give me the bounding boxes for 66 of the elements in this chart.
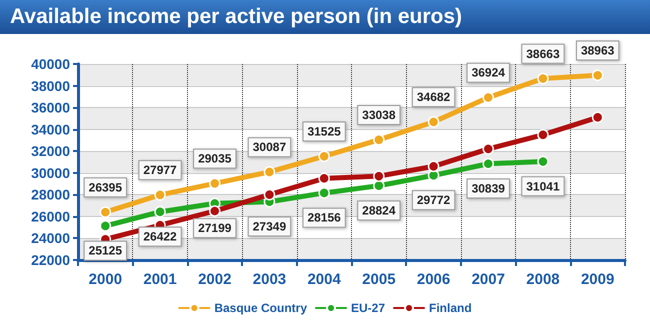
y-tick-label: 22000 xyxy=(31,252,70,268)
point xyxy=(154,189,166,201)
point xyxy=(209,178,220,190)
x-tick-label: 2004 xyxy=(307,271,342,288)
data-label: 31525 xyxy=(307,124,342,139)
legend-label: EU-27 xyxy=(351,301,386,315)
legend-label: Basque Country xyxy=(214,301,308,315)
y-tick-label: 32000 xyxy=(31,143,70,160)
y-tick-label: 40000 xyxy=(31,56,70,72)
x-tick-label: 2009 xyxy=(580,271,614,288)
point xyxy=(373,170,385,182)
x-tick-label: 2003 xyxy=(252,271,286,288)
chart-title: Available income per active person (in euros) xyxy=(0,0,650,34)
point xyxy=(482,92,494,104)
y-tick-label: 38000 xyxy=(31,78,70,94)
point xyxy=(100,220,112,232)
y-tick-label: 36000 xyxy=(31,100,70,116)
data-label: 28824 xyxy=(362,203,396,218)
y-tick-label: 24000 xyxy=(31,230,70,246)
x-tick-label: 2002 xyxy=(198,271,232,288)
y-tick-label: 26000 xyxy=(31,208,70,224)
point xyxy=(154,206,166,218)
point xyxy=(428,116,440,128)
point xyxy=(264,188,276,200)
data-label: 26395 xyxy=(88,180,122,194)
point xyxy=(482,158,494,170)
data-label: 25125 xyxy=(88,244,122,258)
data-label: 29772 xyxy=(416,193,451,208)
point xyxy=(373,134,385,146)
x-tick-label: 2007 xyxy=(472,271,505,288)
data-label: 36924 xyxy=(472,66,506,80)
point xyxy=(537,72,549,84)
point xyxy=(482,143,494,155)
point xyxy=(209,205,220,217)
data-label: 27977 xyxy=(143,163,178,178)
x-tick-label: 2008 xyxy=(526,271,560,288)
point xyxy=(318,150,330,162)
x-tick-label: 2006 xyxy=(416,271,450,288)
y-tick-label: 28000 xyxy=(31,186,70,203)
point xyxy=(592,70,604,82)
point xyxy=(318,187,330,199)
data-label: 26422 xyxy=(143,230,178,244)
data-label: 27199 xyxy=(198,221,232,236)
point xyxy=(537,156,549,168)
point xyxy=(100,206,112,218)
point xyxy=(537,129,549,141)
point xyxy=(318,172,330,184)
point xyxy=(428,160,440,172)
data-label: 29035 xyxy=(198,152,232,166)
point xyxy=(592,112,604,124)
data-label: 38963 xyxy=(580,44,615,58)
data-label: 30087 xyxy=(252,140,286,154)
point xyxy=(264,166,276,178)
x-tick-label: 2005 xyxy=(362,271,396,288)
data-label: 30839 xyxy=(472,182,506,196)
data-label: 31041 xyxy=(526,179,560,194)
data-label: 28156 xyxy=(307,210,342,225)
y-tick-label: 30000 xyxy=(31,164,70,181)
data-label: 38663 xyxy=(526,46,560,61)
x-tick-label: 2000 xyxy=(88,271,122,288)
legend-label: Finland xyxy=(429,301,472,315)
data-label: 33038 xyxy=(362,108,396,122)
x-tick-label: 2001 xyxy=(143,271,177,288)
data-label: 27349 xyxy=(252,220,286,234)
y-tick-label: 34000 xyxy=(31,121,70,138)
data-label: 34682 xyxy=(416,90,451,104)
